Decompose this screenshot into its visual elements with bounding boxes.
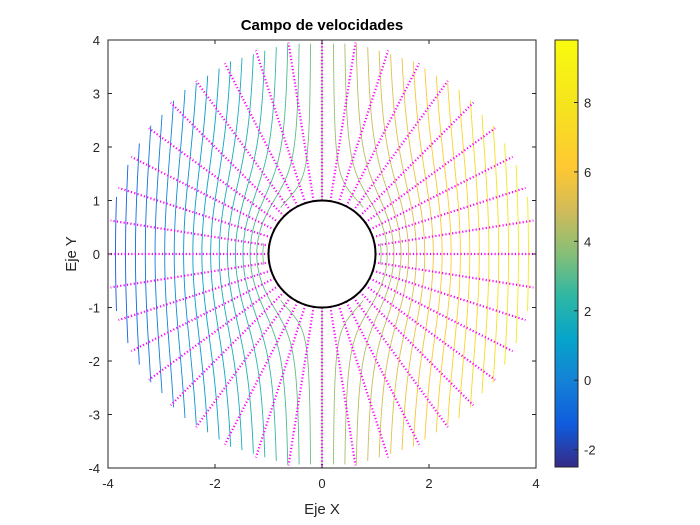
stream-line: [527, 196, 529, 312]
colorbar-tick-label: 8: [584, 95, 591, 110]
velocity-vector: [130, 277, 275, 353]
colorbar-ticks: -2 0 2 4 6 8: [574, 95, 596, 458]
velocity-vector: [337, 50, 390, 204]
y-axis-label: Eje Y: [63, 236, 80, 272]
velocity-vector: [352, 296, 449, 428]
velocity-vector: [110, 261, 270, 289]
stream-line: [469, 100, 480, 408]
velocity-vector: [372, 269, 526, 322]
stream-line: [280, 300, 312, 465]
y-tick-label: 0: [93, 247, 100, 262]
plot-area: [108, 40, 536, 468]
velocity-vector: [223, 62, 299, 207]
stream-line: [183, 82, 197, 426]
velocity-vector: [130, 155, 275, 231]
y-tick-label: -2: [88, 354, 100, 369]
velocity-vector: [148, 127, 280, 224]
colorbar-tick-label: 0: [584, 373, 591, 388]
stream-line: [378, 50, 410, 458]
y-axis-ticks: -4 -3 -2 -1 0 1 2 3 4: [88, 33, 536, 476]
stream-line: [262, 243, 265, 265]
stream-line: [424, 68, 443, 440]
x-axis-ticks: -4 -2 0 2 4: [102, 40, 540, 491]
y-tick-label: -1: [88, 301, 100, 316]
velocity-vector: [372, 186, 526, 239]
velocity-vector: [329, 42, 357, 202]
colorbar-gradient: [554, 39, 579, 468]
velocity-vector: [369, 277, 514, 353]
x-axis-label: Eje X: [304, 501, 340, 518]
stream-line: [481, 114, 490, 394]
velocity-vector: [195, 80, 292, 212]
y-tick-label: 3: [93, 87, 100, 102]
velocity-vector: [364, 284, 496, 381]
velocity-vector: [337, 304, 390, 458]
velocity-vector: [359, 101, 475, 217]
stream-line: [458, 89, 471, 419]
y-tick-label: 1: [93, 194, 100, 209]
velocity-vector: [223, 301, 299, 446]
stream-line: [280, 43, 312, 208]
stream-line: [401, 57, 426, 451]
velocity-vector: [118, 186, 272, 239]
velocity-vector: [369, 155, 514, 231]
stream-line: [332, 300, 364, 465]
stream-line: [332, 43, 364, 208]
stream-line: [201, 68, 220, 440]
stream-line: [367, 47, 402, 461]
velocity-vectors: [108, 40, 536, 468]
velocity-vector: [169, 101, 285, 217]
y-tick-label: 4: [93, 33, 100, 48]
velocity-vector: [345, 301, 421, 446]
y-tick-label: 2: [93, 140, 100, 155]
velocity-vector: [195, 296, 292, 428]
stream-line: [242, 47, 277, 461]
stream-line: [173, 89, 186, 419]
velocity-vector: [364, 127, 496, 224]
y-tick-label: -3: [88, 408, 100, 423]
velocity-vector: [169, 291, 285, 407]
velocity-vector: [110, 219, 270, 247]
colorbar-tick-label: 4: [584, 234, 591, 249]
stream-line: [234, 50, 266, 458]
x-tick-label: 0: [318, 476, 325, 491]
stream-line: [218, 57, 243, 451]
colorbar-tick-label: 2: [584, 304, 591, 319]
x-tick-label: -2: [209, 476, 221, 491]
stream-line: [256, 43, 300, 465]
x-tick-label: 4: [532, 476, 539, 491]
stream-line: [379, 243, 382, 265]
velocity-vector: [374, 219, 534, 247]
velocity-vector: [329, 306, 357, 466]
stream-line: [154, 114, 163, 394]
stream-line: [344, 43, 388, 465]
velocity-vector: [352, 80, 449, 212]
stream-line: [447, 82, 461, 426]
colorbar-tick-label: 6: [584, 165, 591, 180]
velocity-vector: [287, 42, 315, 202]
velocity-vector: [148, 284, 280, 381]
chart-title: Campo de velocidades: [241, 17, 404, 34]
stream-line: [355, 43, 395, 465]
velocity-vector: [345, 62, 421, 207]
velocity-vector: [287, 306, 315, 466]
stream-line: [164, 100, 175, 408]
x-tick-label: -4: [102, 476, 114, 491]
velocity-vector: [254, 304, 307, 458]
velocity-vector: [118, 269, 272, 322]
cylinder-circle: [267, 199, 377, 309]
stream-line: [115, 196, 117, 312]
velocity-vector: [254, 50, 307, 204]
velocity-vector: [359, 291, 475, 407]
y-tick-label: -4: [88, 461, 100, 476]
velocity-vector: [374, 261, 534, 289]
colorbar: -2 0 2 4 6 8: [554, 39, 596, 468]
colorbar-tick-label: -2: [584, 443, 596, 458]
stream-line: [249, 43, 289, 465]
x-tick-label: 2: [425, 476, 432, 491]
